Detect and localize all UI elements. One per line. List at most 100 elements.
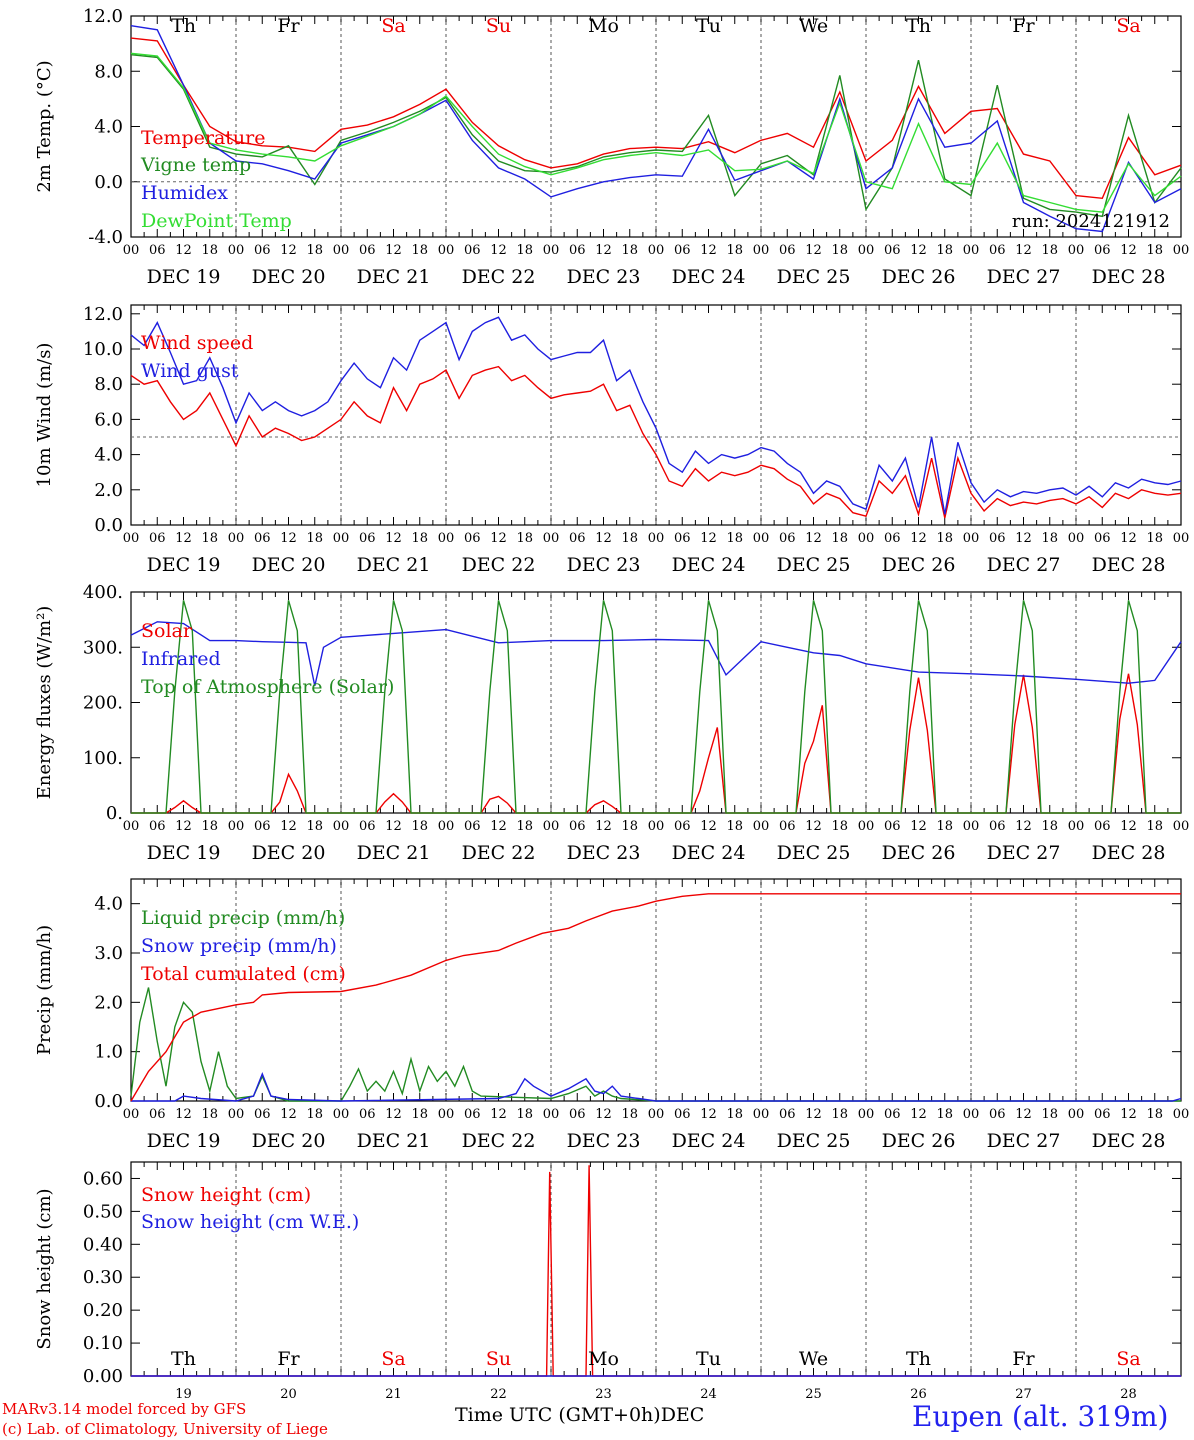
day-label: Tu	[696, 1348, 721, 1370]
date-label: DEC 21	[357, 1130, 431, 1152]
hour-label: 00	[648, 531, 665, 546]
y-tick-label: 300.	[83, 637, 123, 658]
hour-label: 12	[385, 1107, 402, 1122]
hour-label: 12	[805, 1107, 822, 1122]
date-label: DEC 24	[672, 554, 746, 576]
date-label: DEC 20	[252, 266, 326, 288]
date-label: DEC 22	[462, 1130, 536, 1152]
date-label: DEC 24	[672, 1130, 746, 1152]
hour-label: 18	[516, 819, 533, 834]
hour-label: 12	[385, 531, 402, 546]
hour-label: 12	[805, 531, 822, 546]
legend-label: Solar	[141, 620, 193, 642]
hour-label: 18	[1146, 243, 1163, 258]
series-line	[130, 316, 1182, 515]
hour-label: 06	[254, 1107, 271, 1122]
hour-label: 06	[1094, 243, 1111, 258]
legend-label: Top of Atmosphere (Solar)	[141, 676, 394, 698]
hour-label: 00	[1173, 531, 1190, 546]
hour-label: 12	[910, 1107, 927, 1122]
hour-label: 00	[333, 243, 350, 258]
hour-label: 12	[280, 531, 297, 546]
day-label: Sa	[381, 1348, 405, 1370]
day-label: Th	[906, 1348, 931, 1370]
hour-label: 12	[175, 243, 192, 258]
date-label: DEC 27	[987, 554, 1061, 576]
y-tick-label: 12.0	[83, 6, 123, 27]
hour-label: 00	[753, 819, 770, 834]
y-tick-label: 400.	[83, 582, 123, 603]
day-number: 19	[175, 1387, 192, 1400]
hour-label: 06	[569, 819, 586, 834]
hour-label: 18	[936, 243, 953, 258]
y-tick-label: 0.0	[94, 515, 123, 536]
hour-label: 06	[464, 1107, 481, 1122]
hour-label: 06	[884, 243, 901, 258]
hour-label: 06	[1094, 1107, 1111, 1122]
hour-label: 06	[884, 819, 901, 834]
series-line	[130, 52, 1182, 213]
hour-label: 12	[280, 243, 297, 258]
hour-label: 06	[149, 243, 166, 258]
hour-label: 06	[254, 819, 271, 834]
hour-label: 18	[411, 531, 428, 546]
hour-label: 12	[280, 819, 297, 834]
hour-label: 00	[438, 243, 455, 258]
date-label: DEC 22	[462, 842, 536, 864]
series-line	[130, 365, 1182, 519]
hour-label: 06	[779, 531, 796, 546]
date-label: DEC 26	[882, 1130, 956, 1152]
hour-label: 12	[280, 1107, 297, 1122]
series-line	[130, 54, 1182, 218]
hour-label: 12	[910, 243, 927, 258]
y-tick-label: 0.0	[94, 1091, 123, 1112]
hour-label: 12	[595, 819, 612, 834]
month-label: DEC	[660, 1404, 705, 1426]
hour-label: 00	[1173, 1107, 1190, 1122]
hour-label: 00	[753, 243, 770, 258]
hour-label: 06	[989, 531, 1006, 546]
day-number: 27	[1015, 1387, 1032, 1400]
hour-label: 12	[1015, 243, 1032, 258]
hour-label: 12	[1120, 1107, 1137, 1122]
y-tick-label: 2.0	[94, 992, 123, 1013]
y-tick-label: 12.0	[83, 304, 123, 325]
day-number: 28	[1120, 1387, 1137, 1400]
day-number: 21	[385, 1387, 402, 1400]
hour-label: 12	[700, 531, 717, 546]
date-label: DEC 19	[147, 1130, 221, 1152]
hour-label: 06	[674, 531, 691, 546]
hour-label: 00	[1068, 243, 1085, 258]
hour-label: 00	[753, 1107, 770, 1122]
hour-label: 06	[149, 531, 166, 546]
y-axis-label: Snow height (cm)	[34, 1188, 55, 1349]
hour-label: 00	[333, 819, 350, 834]
hour-label: 12	[700, 1107, 717, 1122]
hour-label: 18	[306, 819, 323, 834]
date-label: DEC 28	[1092, 1130, 1166, 1152]
day-number: 22	[490, 1387, 507, 1400]
y-tick-label: 4.0	[94, 117, 123, 138]
day-label: Th	[171, 1348, 196, 1370]
hour-label: 18	[1146, 531, 1163, 546]
hour-label: 12	[805, 243, 822, 258]
meteogram-charts: -4.0 0.0 4.0 8.0 12.0 2m Temp. (°C) Temperatur…	[34, 6, 1190, 1400]
hour-label: 00	[648, 1107, 665, 1122]
y-tick-label: 6.0	[94, 409, 123, 430]
y-tick-label: 8.0	[94, 374, 123, 395]
hour-label: 00	[1068, 531, 1085, 546]
y-tick-label: 0.40	[83, 1234, 123, 1255]
hour-label: 12	[805, 819, 822, 834]
hour-label: 06	[779, 819, 796, 834]
hour-label: 00	[1068, 1107, 1085, 1122]
legend-label: Infrared	[141, 648, 221, 670]
y-tick-label: 0.10	[83, 1333, 123, 1354]
hour-label: 00	[648, 243, 665, 258]
day-label: Th	[906, 15, 931, 37]
date-label: DEC 19	[147, 266, 221, 288]
y-tick-label: 0.20	[83, 1300, 123, 1321]
hour-label: 00	[963, 531, 980, 546]
hour-label: 18	[831, 1107, 848, 1122]
hour-label: 12	[700, 243, 717, 258]
hour-label: 12	[490, 531, 507, 546]
